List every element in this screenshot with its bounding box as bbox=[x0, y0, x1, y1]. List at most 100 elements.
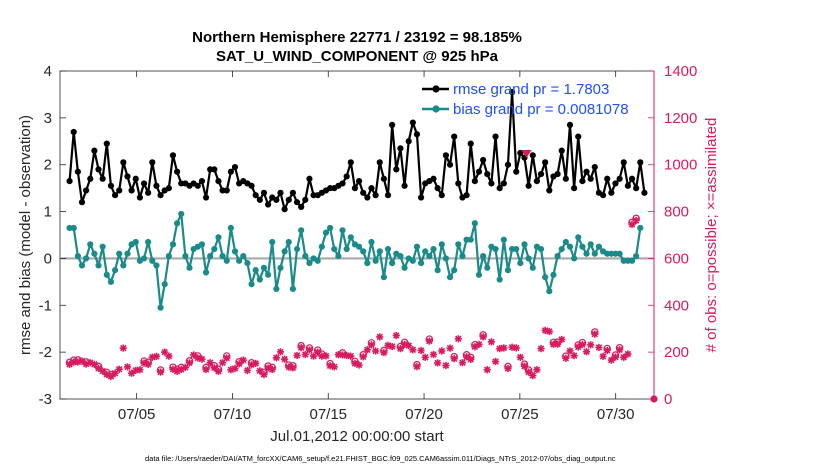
bias-point bbox=[525, 255, 532, 262]
obs-possible-marker bbox=[479, 331, 487, 339]
obs-possible-marker bbox=[578, 338, 587, 347]
obs-possible-marker bbox=[289, 362, 297, 370]
bias-point bbox=[178, 210, 185, 218]
x-tick-label: 07/20 bbox=[405, 406, 443, 423]
bias-point bbox=[269, 238, 276, 246]
rmse-point bbox=[401, 182, 408, 189]
bias-point bbox=[521, 241, 528, 248]
rmse-point bbox=[455, 180, 462, 187]
obs-assimilated-marker bbox=[239, 356, 247, 364]
bias-point bbox=[434, 267, 441, 274]
bias-point bbox=[558, 245, 565, 253]
bias-point bbox=[372, 257, 379, 264]
rmse-point bbox=[153, 182, 160, 189]
y-tick-left-label: 0 bbox=[44, 250, 52, 267]
bias-point bbox=[430, 245, 437, 253]
obs-assimilated-marker bbox=[483, 366, 491, 374]
rmse-point bbox=[633, 185, 640, 192]
bias-point bbox=[219, 252, 226, 260]
bias-point bbox=[289, 285, 296, 292]
bias-point bbox=[355, 243, 363, 250]
rmse-point bbox=[277, 189, 284, 196]
bias-point bbox=[591, 250, 598, 257]
obs-assimilated-marker bbox=[243, 366, 252, 375]
obs-assimilated-marker bbox=[405, 341, 413, 350]
obs-possible-marker bbox=[351, 357, 359, 366]
rmse-point bbox=[434, 185, 441, 192]
rmse-point bbox=[608, 189, 615, 196]
rmse-point bbox=[140, 180, 148, 187]
obs-assimilated-marker bbox=[516, 353, 524, 361]
bias-point bbox=[546, 288, 553, 295]
bias-point bbox=[252, 267, 259, 274]
obs-assimilated-marker bbox=[537, 345, 545, 353]
bias-point bbox=[322, 229, 330, 236]
bias-point bbox=[409, 257, 416, 264]
rmse-point bbox=[174, 168, 181, 175]
rmse-point bbox=[554, 170, 561, 178]
obs-possible-marker bbox=[603, 344, 611, 353]
y-tick-right-label: 1000 bbox=[664, 157, 697, 174]
obs-assimilated-marker bbox=[181, 363, 189, 371]
bias-point bbox=[579, 243, 586, 250]
rmse-point bbox=[517, 149, 524, 157]
y-tick-right-label: 200 bbox=[664, 344, 689, 361]
bias-point bbox=[223, 257, 230, 264]
rmse-point bbox=[612, 180, 619, 187]
obs-assimilated-marker bbox=[545, 327, 553, 336]
bias-point bbox=[149, 257, 156, 264]
obs-assimilated-marker bbox=[471, 343, 479, 351]
rmse-point bbox=[438, 192, 445, 199]
bias-point bbox=[186, 264, 193, 271]
rmse-point bbox=[111, 192, 119, 199]
bias-point bbox=[426, 252, 433, 260]
rmse-point bbox=[467, 140, 474, 147]
rmse-point bbox=[372, 192, 379, 199]
bias-point bbox=[331, 245, 338, 253]
rmse-point bbox=[446, 161, 454, 168]
obs-assimilated-marker bbox=[533, 366, 541, 374]
bias-point bbox=[529, 264, 536, 271]
bias-point bbox=[165, 252, 172, 260]
rmse-point bbox=[525, 182, 532, 189]
rmse-point bbox=[107, 182, 115, 189]
bias-point bbox=[628, 257, 636, 264]
rmse-point bbox=[480, 156, 487, 164]
obs-assimilated-marker bbox=[99, 367, 107, 375]
bias-point bbox=[264, 271, 272, 278]
rmse-point bbox=[571, 185, 578, 192]
plot-area bbox=[59, 70, 655, 400]
rmse-point bbox=[211, 166, 218, 173]
obs-assimilated-marker bbox=[558, 335, 566, 344]
y-tick-left-label: -2 bbox=[39, 344, 52, 361]
rmse-point bbox=[264, 201, 272, 208]
rmse-point bbox=[231, 163, 239, 171]
obs-possible-marker bbox=[268, 363, 277, 372]
rmse-point bbox=[256, 196, 263, 203]
bias-point bbox=[480, 252, 487, 260]
rmse-point bbox=[202, 194, 210, 201]
rmse-point bbox=[542, 159, 549, 166]
bias-point bbox=[273, 285, 280, 292]
obs-possible-marker bbox=[520, 360, 529, 369]
obs-possible-marker bbox=[338, 349, 347, 357]
legend-bias-label: bias grand pr = 0.0081078 bbox=[453, 101, 629, 118]
obs-assimilated-marker bbox=[252, 359, 260, 367]
chart-subtitle: SAT_U_WIND_COMPONENT @ 925 hPa bbox=[216, 48, 499, 65]
rmse-point bbox=[74, 168, 81, 175]
obs-assimilated-marker bbox=[529, 371, 537, 380]
rmse-point bbox=[215, 178, 222, 185]
obs-possible-marker bbox=[326, 359, 334, 368]
obs-assimilated-marker bbox=[454, 335, 462, 343]
rmse-point bbox=[442, 152, 450, 159]
rmse-point bbox=[339, 180, 346, 187]
obs-possible-marker bbox=[562, 352, 570, 361]
obs-possible-marker bbox=[396, 342, 405, 351]
bias-point bbox=[202, 269, 210, 276]
bias-point bbox=[633, 252, 640, 260]
obs-assimilated-marker bbox=[417, 346, 425, 355]
obs-assimilated-marker bbox=[198, 355, 206, 363]
obs-assimilated-marker bbox=[599, 352, 607, 360]
rmse-point bbox=[302, 196, 309, 203]
obs-assimilated-marker bbox=[293, 351, 301, 360]
